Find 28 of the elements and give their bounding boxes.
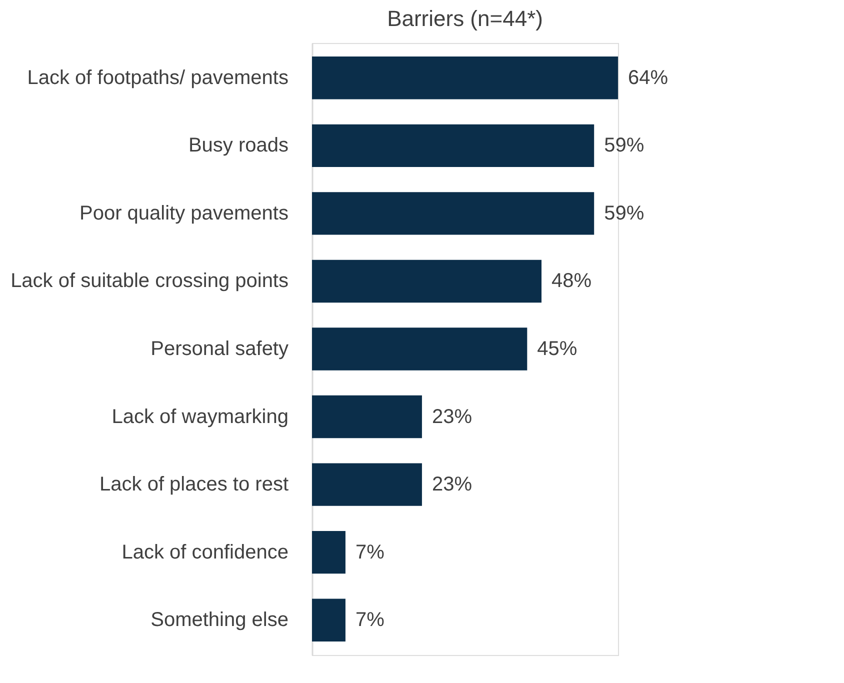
data-label: 45% <box>537 338 578 360</box>
bar <box>312 463 422 506</box>
data-label: 7% <box>355 541 385 564</box>
data-label: 48% <box>552 270 592 292</box>
bar <box>312 260 542 303</box>
y-tick-label: Lack of waymarking <box>112 406 288 428</box>
bar <box>312 56 618 100</box>
data-label: 23% <box>432 406 472 428</box>
chart-title: Barriers (n=44*) <box>387 6 543 31</box>
y-tick-label: Poor quality pavements <box>79 202 288 224</box>
y-tick-label: Lack of footpaths/ pavements <box>27 66 288 89</box>
y-tick-label: Lack of suitable crossing points <box>10 270 288 292</box>
bar <box>312 124 594 168</box>
y-tick-label: Lack of places to rest <box>100 474 289 496</box>
y-tick-label: Busy roads <box>188 134 288 157</box>
y-tick-label: Something else <box>150 609 288 632</box>
data-label: 23% <box>432 474 472 496</box>
data-label: 59% <box>604 134 644 157</box>
bar <box>312 598 346 642</box>
bar <box>312 192 594 235</box>
bar <box>312 395 422 438</box>
data-label: 7% <box>355 609 385 632</box>
y-tick-label: Personal safety <box>150 338 288 360</box>
data-label: 59% <box>604 202 644 224</box>
bar <box>312 530 346 574</box>
data-label: 64% <box>628 66 668 89</box>
y-tick-label: Lack of confidence <box>122 541 288 564</box>
bar <box>312 328 528 370</box>
